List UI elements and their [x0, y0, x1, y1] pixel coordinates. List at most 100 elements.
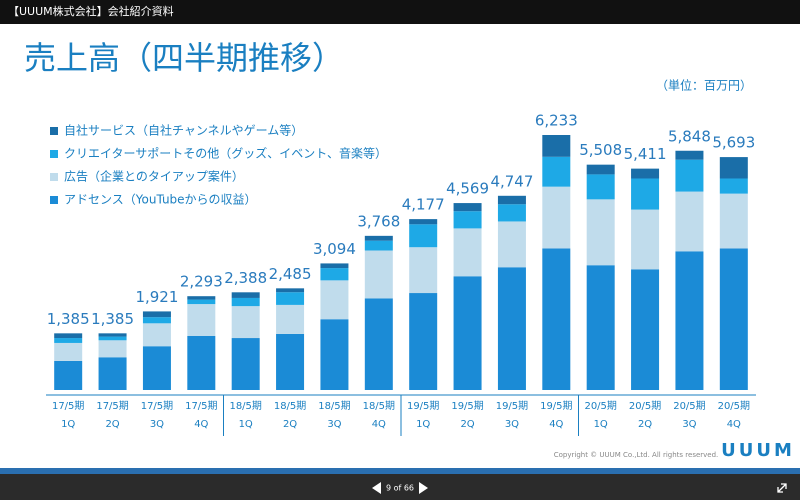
bar-segment — [497, 204, 526, 222]
bar-segment — [453, 276, 482, 390]
bar-segment — [453, 203, 482, 212]
total-label: 4,177 — [402, 196, 445, 214]
x-tick-label: 1Q — [61, 419, 75, 430]
total-label: 4,747 — [490, 172, 533, 190]
bar-segment — [187, 335, 216, 390]
bar-segment — [542, 248, 571, 390]
bar-segment — [231, 297, 260, 307]
bar-segment — [231, 338, 260, 390]
bar-segment — [142, 323, 171, 347]
bar-segment — [231, 306, 260, 339]
fullscreen-button[interactable] — [777, 483, 787, 493]
bar-segment — [453, 211, 482, 229]
bar-segment — [497, 221, 526, 268]
bar-segment — [719, 248, 748, 390]
x-tick-label: 20/5期 — [718, 400, 750, 412]
bar-segment — [409, 224, 438, 248]
bar-segment — [719, 157, 748, 179]
bar-segment — [320, 263, 349, 269]
prev-button[interactable] — [372, 482, 381, 494]
bar-segment — [54, 342, 83, 361]
bar-segment — [631, 178, 660, 210]
bar-segment — [187, 299, 216, 305]
bar-segment — [54, 338, 83, 343]
total-label: 3,094 — [313, 240, 356, 258]
bar-segment — [542, 186, 571, 249]
total-label: 3,768 — [357, 212, 400, 230]
x-tick-label: 2Q — [460, 419, 474, 430]
x-tick-label: 3Q — [150, 419, 164, 430]
x-tick-label: 2Q — [105, 419, 119, 430]
total-label: 1,921 — [135, 288, 178, 306]
bar-segment — [409, 293, 438, 390]
bar-segment — [453, 228, 482, 277]
bar-segment — [320, 319, 349, 390]
x-tick-label: 1Q — [594, 419, 608, 430]
total-label: 2,485 — [269, 265, 312, 283]
chart-title: 売上高（四半期推移） — [24, 39, 344, 77]
legend-swatch — [50, 150, 58, 158]
bar-segment — [497, 195, 526, 205]
bar-segment — [276, 288, 305, 293]
copyright: Copyright © UUUM Co.,Ltd. All rights res… — [554, 451, 719, 459]
bar-segment — [276, 292, 305, 305]
bar-segment — [631, 168, 660, 179]
next-button[interactable] — [419, 482, 428, 494]
bar-segment — [231, 292, 260, 298]
bar-segment — [719, 193, 748, 249]
bar-segment — [142, 346, 171, 390]
bar-segment — [675, 150, 704, 160]
x-tick-label: 19/5期 — [540, 400, 572, 412]
x-tick-label: 3Q — [327, 419, 341, 430]
x-tick-label: 17/5期 — [52, 400, 84, 412]
unit-label: （単位：百万円） — [656, 78, 752, 93]
bar-segment — [187, 296, 216, 300]
bar-segment — [675, 251, 704, 390]
bar-segment — [54, 360, 83, 390]
toolbar — [0, 474, 800, 500]
bar-segment — [586, 164, 615, 175]
bar-segment — [542, 156, 571, 187]
x-tick-label: 17/5期 — [96, 400, 128, 412]
x-tick-label: 20/5期 — [629, 400, 661, 412]
legend-label: クリエイターサポートその他（グッズ、イベント、音楽等） — [64, 146, 387, 161]
total-label: 5,848 — [668, 127, 711, 145]
legend-swatch — [50, 196, 58, 204]
bar-segment — [364, 250, 393, 299]
x-tick-label: 1Q — [416, 419, 430, 430]
bar-segment — [586, 265, 615, 390]
x-tick-label: 3Q — [682, 419, 696, 430]
bar-segment — [542, 135, 571, 157]
x-tick-label: 4Q — [549, 419, 563, 430]
x-tick-label: 2Q — [283, 419, 297, 430]
logo: UUUM — [721, 440, 795, 461]
bar-segment — [142, 311, 171, 318]
bar-segment — [142, 317, 171, 324]
bar-segment — [320, 268, 349, 281]
bar-segment — [409, 247, 438, 294]
x-tick-label: 18/5期 — [318, 400, 350, 412]
total-label: 4,569 — [446, 180, 489, 198]
document-title: 【UUUM株式会社】会社紹介資料 — [8, 4, 174, 18]
total-label: 1,385 — [91, 310, 134, 328]
x-tick-label: 18/5期 — [363, 400, 395, 412]
total-label: 2,293 — [180, 273, 223, 291]
bar-segment — [631, 209, 660, 270]
bar-segment — [586, 199, 615, 266]
bar-segment — [719, 178, 748, 194]
total-label: 2,388 — [224, 269, 267, 287]
legend-swatch — [50, 127, 58, 135]
bar-segment — [320, 280, 349, 320]
x-tick-label: 3Q — [505, 419, 519, 430]
bar-segment — [364, 298, 393, 390]
header-bar — [0, 0, 800, 24]
x-tick-label: 2Q — [638, 419, 652, 430]
x-tick-label: 4Q — [727, 419, 741, 430]
bar-segment — [675, 159, 704, 192]
x-tick-label: 17/5期 — [185, 400, 217, 412]
x-tick-label: 4Q — [194, 419, 208, 430]
x-tick-label: 20/5期 — [673, 400, 705, 412]
x-tick-label: 4Q — [372, 419, 386, 430]
bar-segment — [497, 267, 526, 390]
legend-swatch — [50, 173, 58, 181]
